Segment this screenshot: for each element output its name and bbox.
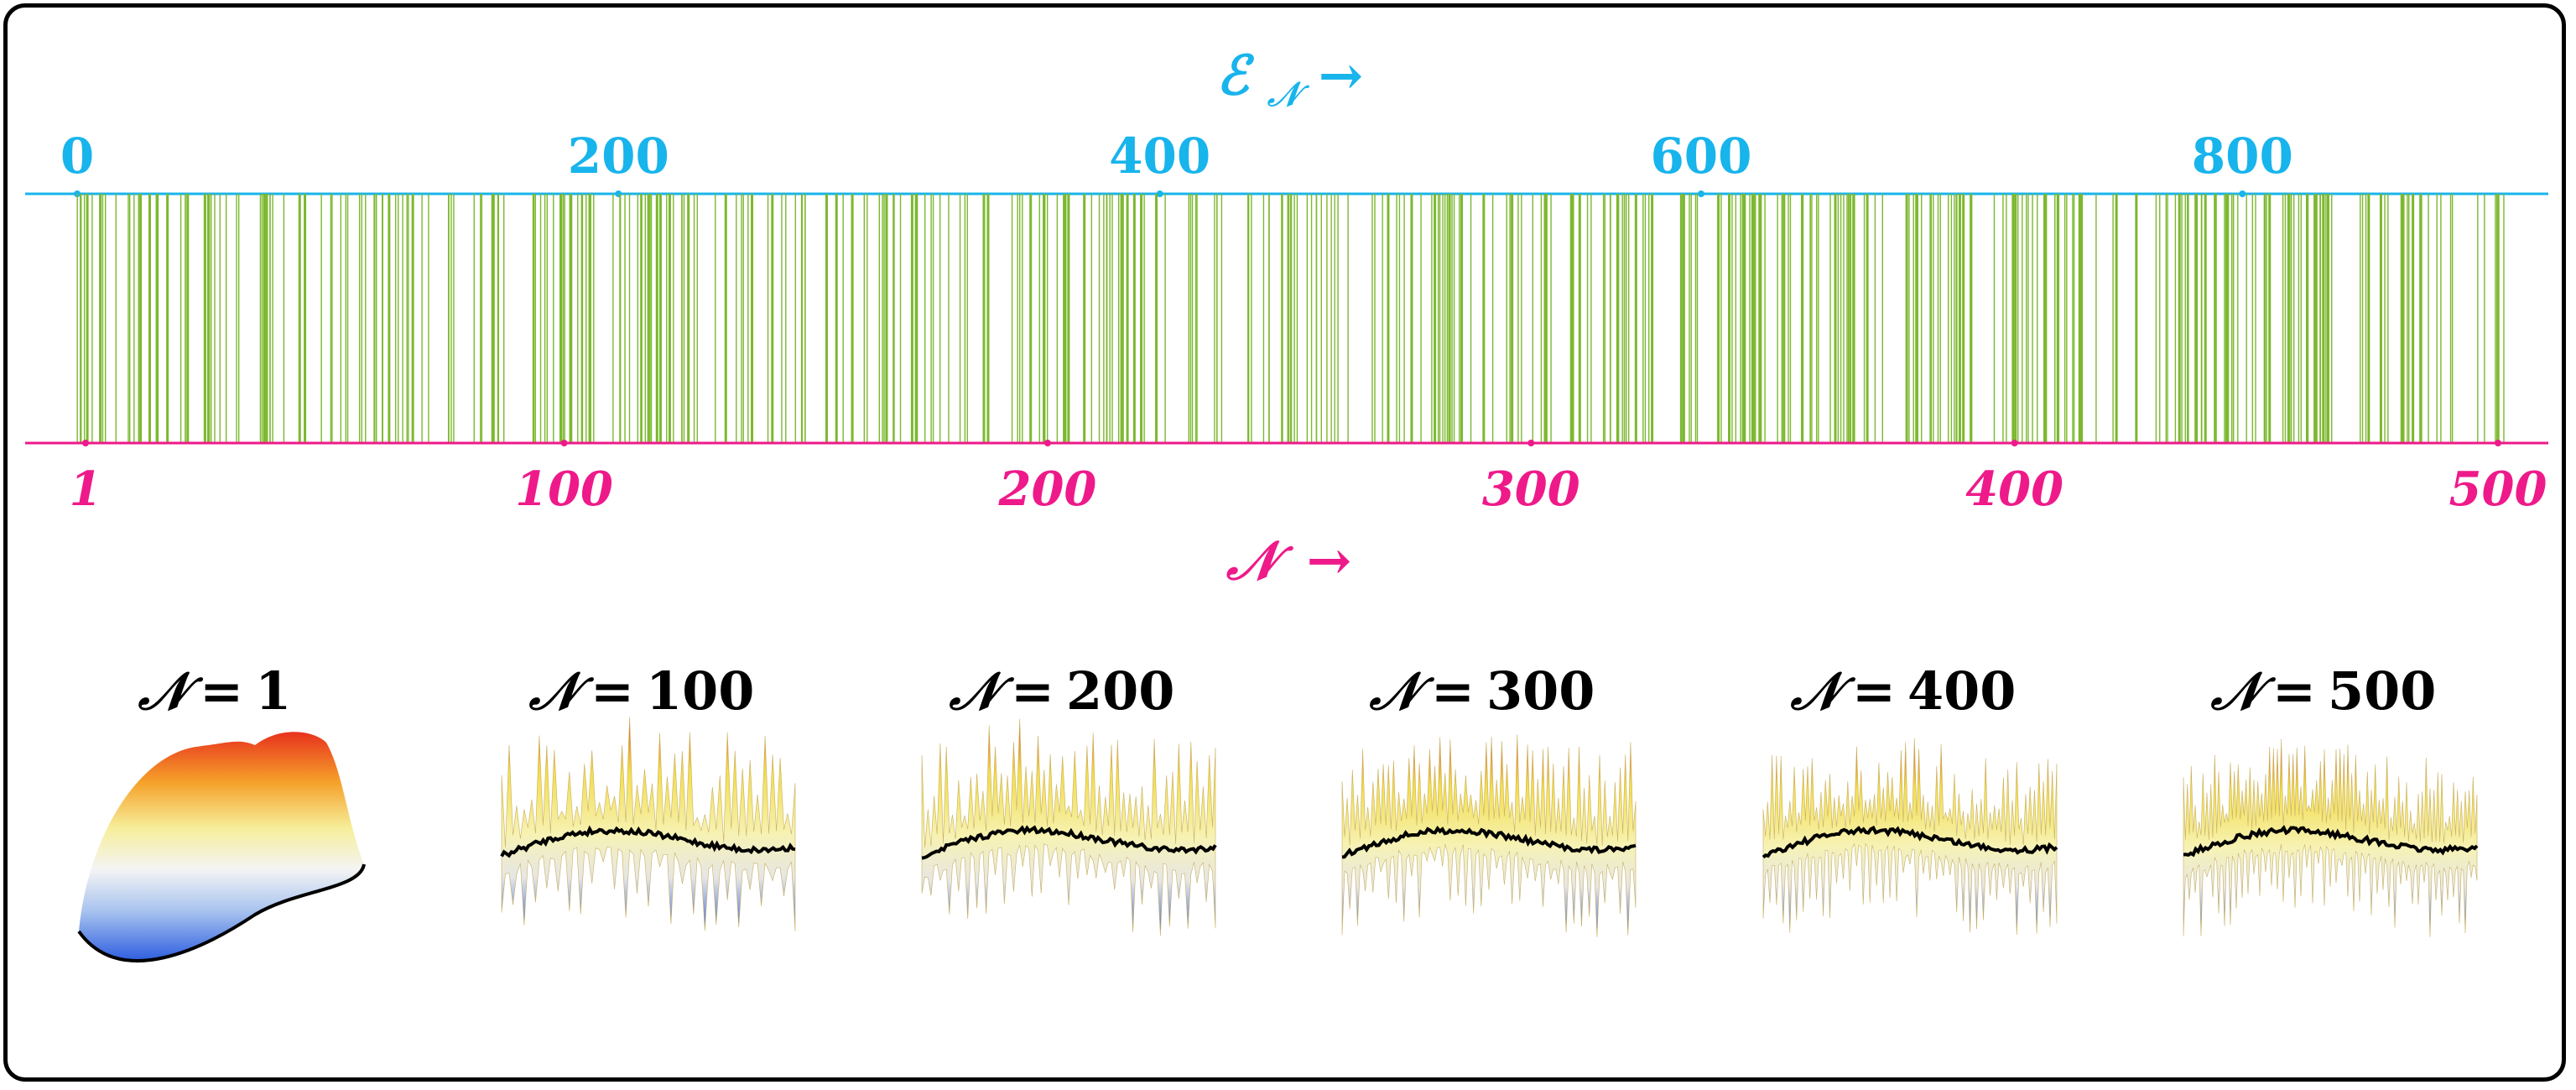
panel-n-400: 𝒩 = 400 (1762, 660, 2058, 936)
panel-value: 400 (1907, 660, 2016, 722)
energy-arrow: → (1319, 44, 1364, 107)
panel-value: 500 (2328, 660, 2436, 722)
panel-n-100: 𝒩 = 100 (500, 660, 796, 931)
energy-tick-200: 200 (568, 128, 669, 185)
surface-rough (1341, 734, 1637, 937)
panel-equals: = (591, 660, 634, 722)
n-tick-labels: 1 100 200 300 400 500 (70, 440, 2547, 517)
panel-n-symbol: 𝒩 (528, 660, 595, 722)
n-tick-mark (1043, 440, 1051, 446)
surface-rough (501, 717, 796, 931)
panel-n-symbol: 𝒩 (2210, 660, 2277, 722)
n-arrow: → (1307, 529, 1352, 592)
panel-n-500: 𝒩 = 500 (2183, 660, 2479, 937)
surface-rough (921, 718, 1216, 936)
panel-title: 𝒩 = 1 (138, 660, 292, 722)
n-tick-mark (1527, 440, 1535, 446)
n-tick-400: 400 (1965, 462, 2063, 517)
n-tick-100: 100 (515, 462, 613, 517)
panel-n-symbol: 𝒩 (1790, 660, 1856, 722)
n-tick-1: 1 (70, 462, 102, 517)
panel-value: 300 (1486, 660, 1595, 722)
spectrum-chart: ℰ 𝒩 → 0 200 400 600 800 1 100 200 300 400 500 𝒩 → (25, 44, 2548, 592)
n-axis-title: 𝒩 → (1226, 529, 1351, 592)
panel-n-1: 𝒩 = 1 (77, 660, 366, 962)
panel-title: 𝒩 = 200 (949, 660, 1175, 722)
figure-frame (3, 3, 2566, 1082)
n-tick-mark (2011, 440, 2018, 446)
panel-equals: = (1011, 660, 1054, 722)
boundary-outline (1341, 826, 1637, 859)
panel-value: 200 (1066, 660, 1174, 722)
panel-n-300: 𝒩 = 300 (1341, 660, 1637, 937)
energy-tick-600: 600 (1650, 128, 1751, 185)
energy-tick-800: 800 (2192, 128, 2293, 185)
panel-title: 𝒩 = 300 (1369, 660, 1595, 722)
n-tick-300: 300 (1482, 462, 1580, 517)
panel-equals: = (1852, 660, 1896, 722)
panel-equals: = (200, 660, 243, 722)
energy-level-lines (76, 194, 2505, 443)
panel-equals: = (1431, 660, 1475, 722)
energy-tick-labels: 0 200 400 600 800 (60, 128, 2293, 197)
n-tick-mark (82, 440, 89, 446)
n-tick-200: 200 (997, 462, 1096, 517)
boundary-outline (2183, 825, 2479, 858)
panel-n-symbol: 𝒩 (949, 660, 1015, 722)
panel-title: 𝒩 = 100 (528, 660, 755, 722)
panel-n-symbol: 𝒩 (1369, 660, 1435, 722)
boundary-outline (77, 863, 366, 962)
boundary-outline (921, 825, 1217, 860)
energy-tick-0: 0 (60, 128, 94, 185)
n-tick-500: 500 (2449, 462, 2547, 517)
panel-equals: = (2272, 660, 2316, 722)
boundary-outline (500, 825, 796, 858)
energy-axis-title: ℰ 𝒩 → (1216, 44, 1363, 119)
panel-title: 𝒩 = 400 (1790, 660, 2017, 722)
panel-n-symbol: 𝒩 (138, 660, 204, 722)
surface-rough (1762, 738, 2058, 936)
panel-value: 100 (646, 660, 754, 722)
surface-smooth (79, 732, 364, 962)
boundary-outline (1762, 825, 2058, 859)
panel-value: 1 (255, 660, 291, 722)
energy-tick-400: 400 (1109, 128, 1210, 185)
panel-n-200: 𝒩 = 200 (921, 660, 1217, 936)
n-tick-mark (2495, 440, 2501, 446)
n-tick-mark (560, 440, 568, 446)
panel-title: 𝒩 = 500 (2210, 660, 2437, 722)
